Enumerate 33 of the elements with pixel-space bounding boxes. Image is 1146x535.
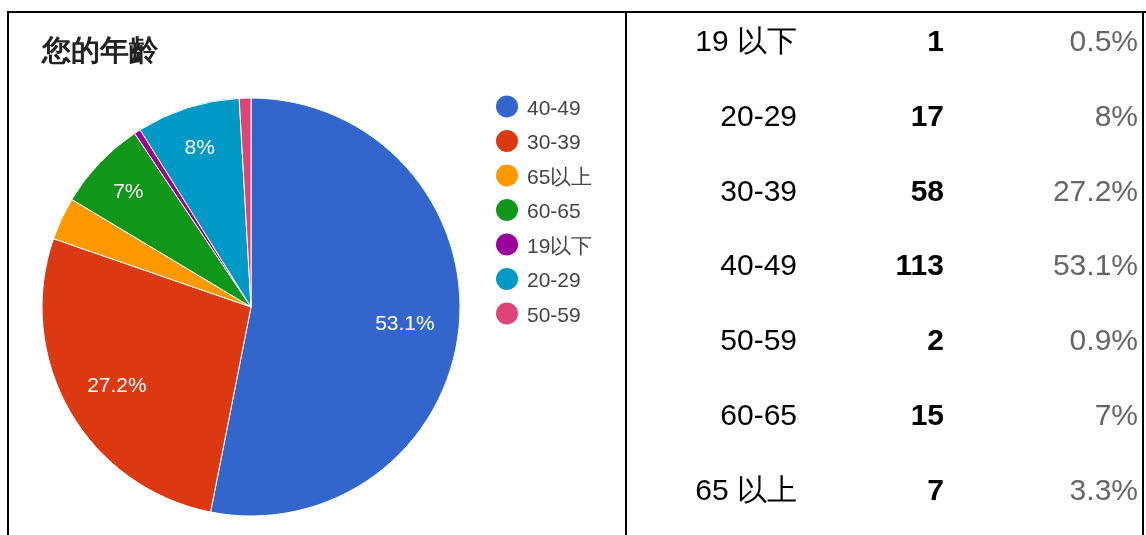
- data-label: 27.2%: [1052, 173, 1138, 207]
- data-label: 27.2%: [87, 372, 147, 396]
- category-label: 50-59: [720, 323, 797, 357]
- data-label: 2: [927, 323, 944, 357]
- category-label: 60-65: [720, 398, 797, 431]
- category-label: 19 以下: [695, 24, 797, 57]
- data-label: 58: [910, 173, 944, 207]
- data-label: 15: [910, 398, 944, 431]
- legend-label: 50-59: [527, 302, 581, 325]
- chart-title: 您的年齡: [41, 34, 159, 66]
- data-label: 17: [910, 98, 944, 132]
- data-label: 113: [895, 248, 944, 282]
- legend-label: 19以下: [527, 233, 593, 256]
- data-label: 3.3%: [1069, 472, 1138, 506]
- data-label: 0.9%: [1069, 323, 1138, 357]
- data-label: 53.1%: [375, 310, 435, 334]
- data-label: 7%: [1094, 398, 1138, 431]
- legend-label: 40-49: [527, 95, 581, 118]
- data-label: 8%: [1094, 98, 1138, 132]
- legend-label: 65以上: [527, 164, 593, 187]
- category-label: 20-29: [720, 98, 797, 132]
- legend-label: 30-39: [527, 129, 581, 153]
- category-label: 40-49: [720, 248, 797, 282]
- data-label: 7%: [113, 178, 144, 202]
- category-label: 65 以上: [695, 472, 797, 506]
- data-label: 8%: [184, 134, 215, 158]
- data-label: 53.1%: [1052, 248, 1138, 282]
- legend-label: 20-29: [527, 267, 581, 291]
- data-label: 1: [927, 24, 944, 57]
- data-label: 7: [927, 472, 944, 506]
- category-label: 30-39: [720, 173, 797, 207]
- legend-label: 60-65: [527, 198, 581, 222]
- data-label: 0.5%: [1069, 24, 1138, 57]
